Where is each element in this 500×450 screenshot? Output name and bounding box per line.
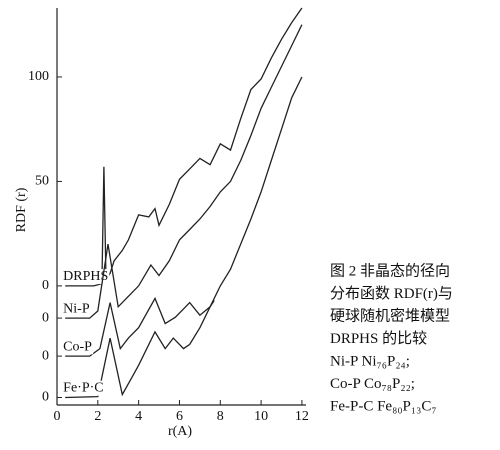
caption-line: 硬球随机密堆模型 <box>330 307 450 324</box>
y-tick-label: 0 <box>42 310 49 325</box>
series-label: Ni-P <box>63 301 90 316</box>
x-tick-label: 12 <box>295 409 309 424</box>
label-bg <box>62 301 91 317</box>
rdf-curve <box>65 296 215 357</box>
y-tick-label: 0 <box>42 278 49 293</box>
label-bg <box>62 380 105 396</box>
x-axis-label: r(A) <box>168 424 192 439</box>
series-label: Co-P <box>63 339 92 354</box>
label-bg <box>62 339 94 355</box>
caption-line: 分布函数 RDF(r)与 <box>330 285 453 302</box>
label-bg <box>62 269 110 285</box>
rdf-curve <box>65 7 303 287</box>
y-tick-label: 0 <box>42 348 49 363</box>
x-tick-label: 10 <box>254 409 268 424</box>
x-tick-label: 0 <box>54 409 61 424</box>
rdf-curve <box>65 24 303 319</box>
caption-line: DRPHS 的比较 <box>330 329 427 347</box>
x-tick-label: 8 <box>217 409 224 424</box>
rdf-curve <box>65 76 303 399</box>
y-axis-label: RDF (r) <box>14 187 29 232</box>
series-label: Fe·P·C <box>63 381 103 396</box>
x-tick-label: 4 <box>135 409 142 424</box>
y-tick-label: 0 <box>42 390 49 405</box>
y-tick-label: 100 <box>28 69 49 84</box>
caption-line: 图 2 非晶态的径向 <box>330 262 450 279</box>
y-tick-label: 50 <box>35 174 49 189</box>
caption-line: Co-P Co₇₈P₂₂; <box>330 376 415 392</box>
x-tick-label: 2 <box>94 409 101 424</box>
caption-line: Ni-P Ni₇₆P₂₄; <box>330 353 410 369</box>
caption-line: Fe-P-C Fe₈₀P₁₃C₇ <box>330 398 437 414</box>
series-label: DRPHS <box>63 269 108 284</box>
x-tick-label: 6 <box>176 409 183 424</box>
